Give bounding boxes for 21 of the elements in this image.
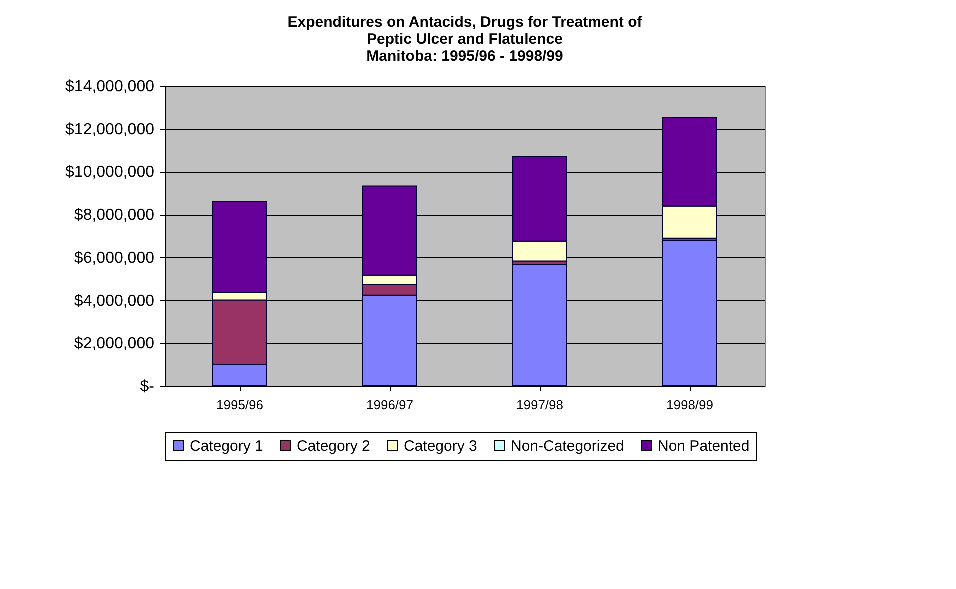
x-tick-label: 1998/99 (666, 398, 714, 412)
x-tick-label: 1995/96 (216, 398, 264, 412)
legend-label: Non-Categorized (511, 438, 624, 455)
y-tick-label: $6,000,000 (74, 250, 155, 267)
legend-label: Category 1 (190, 438, 264, 455)
chart-title: Expenditures on Antacids, Drugs for Treatment of Peptic Ulcer and Flatulence (288, 14, 644, 48)
y-tick-label: $4,000,000 (74, 292, 155, 310)
y-tick-label: $12,000,000 (66, 121, 155, 138)
legend-label: Category 2 (297, 438, 370, 455)
chart-subtitle: Manitoba: 1995/96 - 1998/99 (366, 48, 564, 65)
bar (662, 240, 718, 386)
y-tick-label: $14,000,000 (66, 78, 155, 96)
legend-label: Category 3 (404, 438, 478, 455)
x-tick-label: 1996/97 (366, 398, 414, 412)
y-tick-label: $- (140, 378, 154, 396)
y-tick-label: $10,000,000 (66, 164, 155, 182)
legend-label: Non Patented (658, 438, 750, 455)
y-tick-label: $2,000,000 (74, 336, 155, 353)
y-tick-label: $8,000,000 (74, 207, 155, 224)
bar (512, 264, 568, 386)
x-tick-label: 1997/98 (516, 398, 564, 412)
